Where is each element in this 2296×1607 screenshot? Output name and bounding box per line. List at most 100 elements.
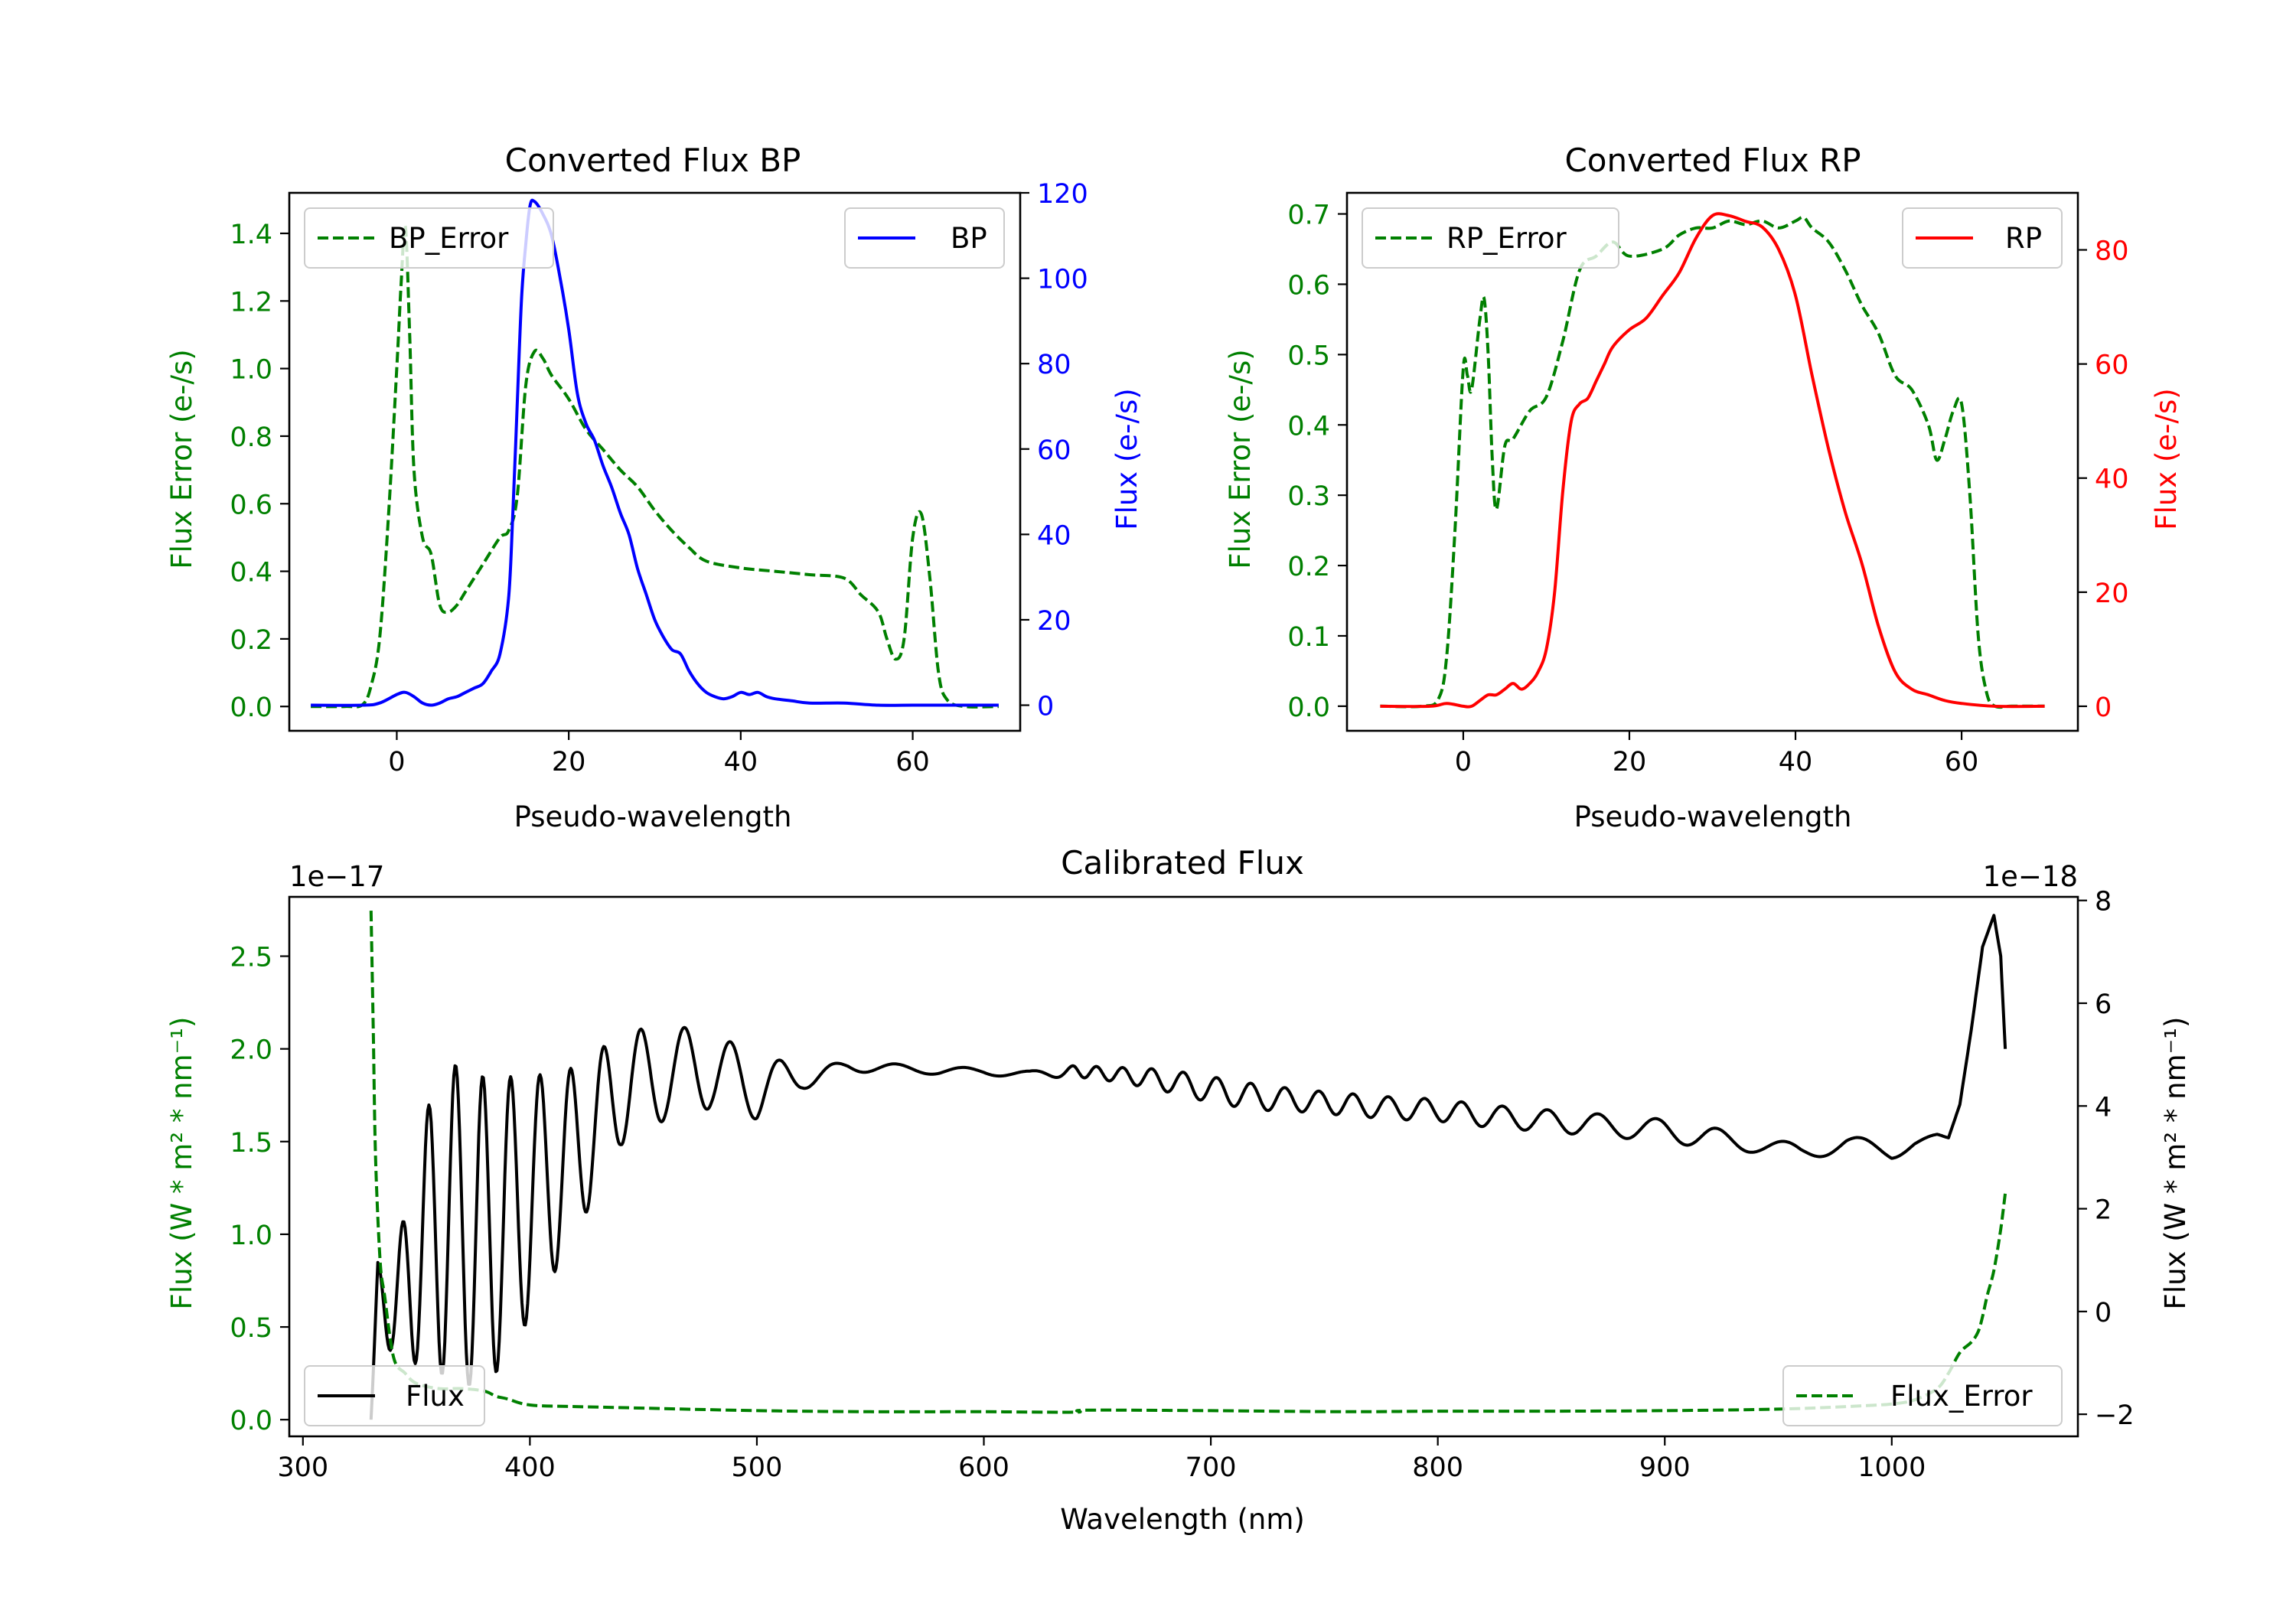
chart-rp-ytick-left-label: 0.2 [1287,552,1330,582]
chart-bp-ytick-right-label: 120 [1037,179,1088,210]
chart-bp-ylabel-left: Flux Error (e-/s) [165,349,198,569]
chart-bp-ytick-right-label: 40 [1037,520,1071,551]
chart-rp-frame [1345,191,2079,732]
chart-bp-legend-right-box [844,207,1005,269]
chart-rp-series-group [1380,212,2045,709]
chart-rp-xtick-label: 40 [1779,747,1813,777]
chart-calibrated-ytick-right-label: −2 [2095,1400,2135,1431]
chart-bp-ytick-right-label: 60 [1037,435,1071,466]
chart-rp-yticks-left: 0.0 0.1 0.2 0.3 0.4 0.5 0.6 0.7 [1287,200,1347,723]
chart-rp-ytick-left-label: 0.6 [1287,270,1330,301]
chart-bp-ytick-left-label: 0.4 [230,558,272,588]
chart-bp-legend-left-box [304,207,554,269]
chart-rp-legend-left-box [1362,207,1619,269]
chart-bp-series-bp [311,198,999,707]
chart-bp-title: Converted Flux BP [505,142,801,179]
chart-bp-xtick-label: 0 [388,747,405,777]
chart-rp-legend-right-label: RP [2005,222,2042,255]
chart-rp-ytick-left-label: 0.7 [1287,200,1330,231]
chart-bp-xtick-label: 60 [895,747,930,777]
chart-bp-xtick-label: 40 [724,747,758,777]
chart-calibrated-ytick-right-label: 8 [2095,887,2112,918]
chart-calibrated-xtick-label: 1000 [1857,1452,1926,1483]
chart-rp-plot-area [1380,212,2045,709]
chart-bp-ytick-left-label: 1.4 [230,220,272,250]
chart-calibrated-xticks: 300 400 500 600 700 800 900 1000 [277,1436,1926,1483]
chart-rp: Converted Flux RP Pseudo-wavelength Flux… [1224,142,2183,833]
chart-bp-ytick-left-label: 0.0 [230,693,272,723]
chart-rp-ytick-left-label: 0.1 [1287,622,1330,653]
chart-rp-xtick-label: 0 [1455,747,1472,777]
chart-bp-legend-left: BP_Error [304,207,554,269]
chart-calibrated-xtick-label: 400 [504,1452,556,1483]
chart-calibrated-ylabel-left: Flux (W * m² * nm⁻¹) [165,1017,198,1310]
chart-bp-yticks-left: 0.0 0.2 0.4 0.6 0.8 1.0 1.2 1.4 [230,220,289,723]
chart-calibrated-ytick-left-label: 1.0 [230,1221,272,1251]
chart-calibrated-xtick-label: 600 [958,1452,1009,1483]
chart-calibrated-yticks-left: 0.0 0.5 1.0 1.5 2.0 2.5 [230,943,289,1436]
chart-calibrated-xtick-label: 500 [732,1452,783,1483]
chart-calibrated-legend-left: Flux [304,1365,485,1426]
chart-rp-xtick-label: 20 [1613,747,1647,777]
chart-calibrated-offset-right: 1e−18 [1983,860,2078,893]
chart-calibrated-title: Calibrated Flux [1061,844,1304,882]
chart-bp-legend-right: BP [844,207,1005,269]
chart-bp-series-bp-error [311,223,999,709]
chart-bp-ytick-right-label: 0 [1037,692,1054,722]
chart-bp-series-group [311,198,999,709]
chart-calibrated-xtick-label: 900 [1639,1452,1691,1483]
chart-calibrated-ytick-left-label: 2.0 [230,1035,272,1066]
chart-rp-title: Converted Flux RP [1564,142,1861,179]
chart-rp-ylabel-left: Flux Error (e-/s) [1224,349,1257,569]
chart-calibrated-offset-left: 1e−17 [289,860,384,893]
chart-rp-ytick-left-label: 0.0 [1287,693,1330,723]
chart-bp-ytick-left-label: 0.8 [230,422,272,453]
chart-calibrated-series-flux [369,914,2007,1420]
chart-bp-ytick-left-label: 0.6 [230,490,272,520]
chart-bp: Converted Flux BP Pseudo-wavelength Flux… [165,142,1143,833]
chart-bp-xtick-label: 20 [552,747,586,777]
chart-bp-ytick-right-label: 100 [1037,265,1088,295]
chart-calibrated: Calibrated Flux Wavelength (nm) 1e−17 1e… [165,844,2192,1536]
chart-rp-xtick-label: 60 [1945,747,1979,777]
chart-bp-frame [288,191,1022,732]
chart-calibrated-legend-right: Flux_Error [1782,1365,2063,1426]
chart-rp-yticks-right: 0 20 40 60 80 [2078,236,2129,723]
chart-bp-ytick-right-label: 80 [1037,350,1071,380]
chart-rp-legend-right: RP [1902,207,2063,269]
chart-calibrated-frame [288,895,2079,1438]
chart-bp-xticks: 0 20 40 60 [388,731,930,777]
chart-calibrated-xtick-label: 700 [1186,1452,1237,1483]
chart-rp-ytick-right-label: 20 [2095,579,2129,609]
chart-rp-ytick-right-label: 60 [2095,350,2129,381]
chart-bp-ytick-left-label: 1.2 [230,287,272,318]
chart-rp-legend-right-box [1902,207,2063,269]
chart-calibrated-xtick-label: 800 [1412,1452,1463,1483]
chart-bp-ylabel-right: Flux (e-/s) [1110,388,1143,530]
chart-bp-ytick-left-label: 1.0 [230,355,272,386]
chart-bp-plot-area [311,198,999,709]
chart-calibrated-legend-left-label: Flux [406,1380,465,1413]
chart-calibrated-ytick-right-label: 4 [2095,1092,2112,1123]
chart-calibrated-ytick-left-label: 0.0 [230,1406,272,1436]
chart-calibrated-ytick-left-label: 1.5 [230,1128,272,1159]
chart-rp-ytick-left-label: 0.4 [1287,411,1330,442]
chart-rp-ytick-right-label: 80 [2095,236,2129,267]
chart-calibrated-xlabel: Wavelength (nm) [1060,1503,1305,1536]
chart-calibrated-xtick-label: 300 [277,1452,328,1483]
chart-rp-ylabel-right: Flux (e-/s) [2150,388,2183,530]
chart-calibrated-ytick-left-label: 0.5 [230,1313,272,1344]
chart-calibrated-legend-left-box [304,1365,485,1426]
chart-rp-series-rp [1380,212,2045,709]
chart-bp-ytick-right-label: 20 [1037,606,1071,637]
chart-calibrated-ytick-left-label: 2.5 [230,943,272,973]
chart-calibrated-yticks-right: −2 0 2 4 6 8 [2078,887,2135,1431]
chart-rp-ytick-right-label: 40 [2095,464,2129,495]
chart-calibrated-legend-right-label: Flux_Error [1890,1380,2033,1413]
chart-calibrated-ytick-right-label: 0 [2095,1298,2112,1328]
chart-bp-yticks-right: 0 20 40 60 80 100 120 [1020,179,1088,722]
chart-rp-ytick-left-label: 0.5 [1287,341,1330,371]
chart-rp-ytick-right-label: 0 [2095,693,2112,723]
chart-calibrated-ylabel-right: Flux (W * m² * nm⁻¹) [2159,1017,2192,1310]
chart-bp-legend-left-label: BP_Error [389,222,509,255]
